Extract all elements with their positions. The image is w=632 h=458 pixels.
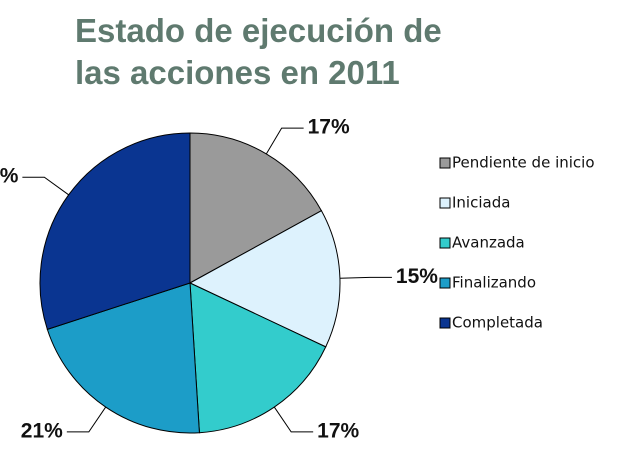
data-label: 17% bbox=[317, 419, 359, 442]
chart-title-line1: Estado de ejecución de bbox=[75, 12, 442, 49]
leader-line bbox=[339, 276, 392, 279]
legend-swatch bbox=[439, 197, 451, 209]
legend-swatch bbox=[439, 277, 451, 289]
legend-label: Pendiente de inicio bbox=[452, 154, 595, 172]
leader-line bbox=[66, 406, 107, 433]
data-label: 21% bbox=[21, 419, 63, 442]
legend-swatch bbox=[439, 157, 451, 169]
legend-swatch bbox=[439, 317, 451, 329]
data-label: 17% bbox=[308, 116, 350, 139]
pie-slice bbox=[188, 210, 341, 348]
legend-label: Avanzada bbox=[452, 234, 525, 252]
leader-line bbox=[265, 127, 304, 155]
legend-label: Completada bbox=[452, 314, 543, 332]
data-label: 30% bbox=[0, 165, 19, 188]
leader-line bbox=[22, 176, 69, 196]
legend-swatch bbox=[439, 237, 451, 249]
legend-label: Iniciada bbox=[452, 194, 510, 212]
leader-line bbox=[273, 406, 314, 433]
chart-title-line2: las acciones en 2011 bbox=[75, 54, 400, 91]
data-label: 15% bbox=[396, 265, 438, 288]
legend-label: Finalizando bbox=[452, 274, 536, 292]
